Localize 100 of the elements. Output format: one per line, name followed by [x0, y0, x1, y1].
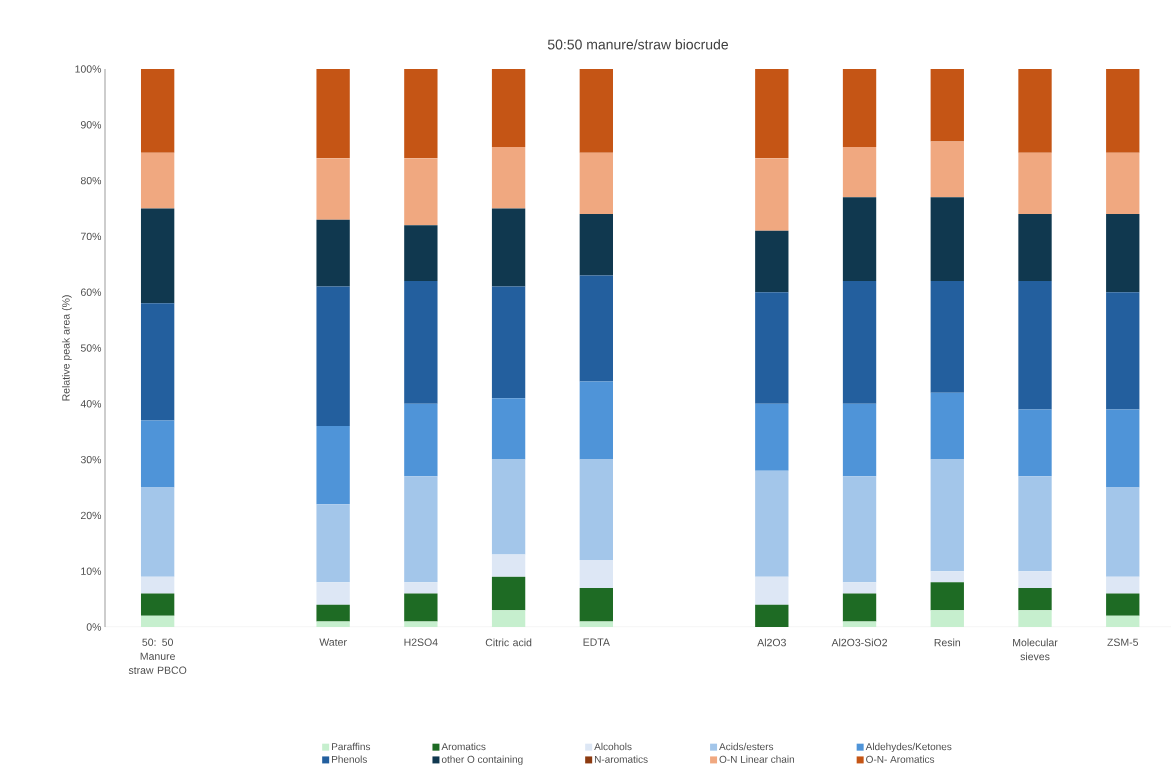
- bar: [842, 281, 877, 404]
- legend-label: N-aromatics: [594, 755, 648, 763]
- x-tick-label: 50: 50 Manure straw PBCO: [128, 638, 187, 674]
- bar: [316, 582, 350, 605]
- bar: [930, 571, 964, 583]
- bar: [316, 426, 350, 505]
- bar: [1106, 593, 1140, 616]
- bar: [140, 303, 175, 421]
- x-tick-label: Al2O3: [757, 638, 786, 647]
- bar: [755, 230, 789, 293]
- bar: [1018, 587, 1052, 611]
- bar: [404, 621, 438, 627]
- bar: [404, 225, 438, 282]
- bar: [140, 593, 175, 616]
- bar: [404, 403, 438, 477]
- bar: [491, 610, 526, 627]
- bar: [316, 69, 350, 159]
- x-tick-label: Molecular sieves: [1013, 638, 1058, 661]
- bar: [491, 286, 526, 399]
- bar: [579, 459, 613, 561]
- bar: [1018, 214, 1052, 282]
- bar: [140, 420, 175, 488]
- y-tick-label: 80%: [80, 176, 102, 185]
- y-tick-label: 40%: [80, 400, 102, 408]
- bar: [755, 403, 789, 471]
- bar: [755, 69, 789, 159]
- bar: [1018, 476, 1052, 572]
- bar: [404, 281, 438, 404]
- bar: [404, 582, 438, 594]
- bar: [1106, 409, 1140, 488]
- y-tick-label: 10%: [81, 567, 102, 575]
- bar: [579, 621, 613, 627]
- bar: [579, 587, 613, 622]
- bar: [930, 141, 964, 198]
- bar: [930, 459, 964, 572]
- bar: [930, 610, 964, 627]
- bar: [404, 476, 438, 583]
- y-tick-label: 50%: [80, 344, 102, 352]
- bar: [491, 576, 526, 611]
- y-tick-label: 30%: [80, 455, 102, 464]
- bar: [140, 69, 175, 153]
- chart-title: 50:50 manure/straw biocrude: [547, 39, 729, 50]
- bar: [579, 381, 613, 460]
- bar: [404, 158, 438, 226]
- legend-label: Aldehydes/Ketones: [865, 742, 952, 753]
- bar: [930, 582, 964, 611]
- bar: [140, 576, 175, 594]
- x-tick-label: ZSM-5: [1107, 638, 1139, 646]
- legend-label: Aromatics: [441, 742, 486, 751]
- bar: [1106, 152, 1140, 215]
- bar: [579, 214, 613, 276]
- bar: [930, 69, 964, 142]
- bar: [491, 459, 526, 555]
- bar: [1106, 576, 1140, 594]
- bar: [579, 560, 613, 588]
- bar: [316, 219, 350, 287]
- y-tick-label: 90%: [80, 121, 102, 129]
- legend-label: Phenols: [331, 755, 367, 763]
- bar: [842, 69, 877, 148]
- bar: [755, 292, 789, 404]
- bar: [491, 398, 526, 460]
- bar: [579, 69, 613, 153]
- bar: [1106, 487, 1140, 577]
- bar: [842, 593, 877, 622]
- bar: [842, 197, 877, 282]
- legend-label: Acids/esters: [719, 742, 774, 751]
- bar: [1018, 571, 1052, 588]
- bar: [140, 487, 175, 577]
- bar: [755, 158, 789, 231]
- bar: [404, 593, 438, 622]
- bar: [140, 208, 175, 304]
- y-axis-title: Relative peak area (%): [61, 295, 72, 401]
- legend-label: Paraffins: [331, 742, 371, 751]
- bar: [842, 621, 877, 627]
- legend-label: O-N Linear chain: [719, 755, 794, 763]
- y-tick-label: 20%: [80, 511, 102, 520]
- bar: [404, 69, 438, 159]
- bar: [579, 152, 613, 215]
- bar: [140, 152, 175, 209]
- bar: [1018, 409, 1052, 477]
- bar: [1106, 615, 1140, 627]
- x-tick-label: Citric acid: [485, 638, 532, 647]
- y-tick-label: 0%: [86, 623, 102, 631]
- bar: [1018, 152, 1052, 215]
- bar: [316, 621, 350, 627]
- bar: [755, 576, 789, 605]
- bar: [316, 504, 350, 583]
- bar: [755, 604, 789, 627]
- y-tick-label: 70%: [80, 232, 102, 241]
- bar: [1106, 69, 1140, 153]
- y-tick-label: 100%: [75, 65, 102, 73]
- bar: [930, 197, 964, 282]
- bar: [140, 615, 175, 627]
- bar: [1018, 281, 1052, 410]
- bar: [842, 582, 877, 594]
- y-tick-label: 60%: [80, 288, 102, 296]
- bar: [316, 158, 350, 220]
- x-tick-label: EDTA: [583, 638, 610, 646]
- bar: [491, 554, 526, 577]
- bar: [316, 286, 350, 427]
